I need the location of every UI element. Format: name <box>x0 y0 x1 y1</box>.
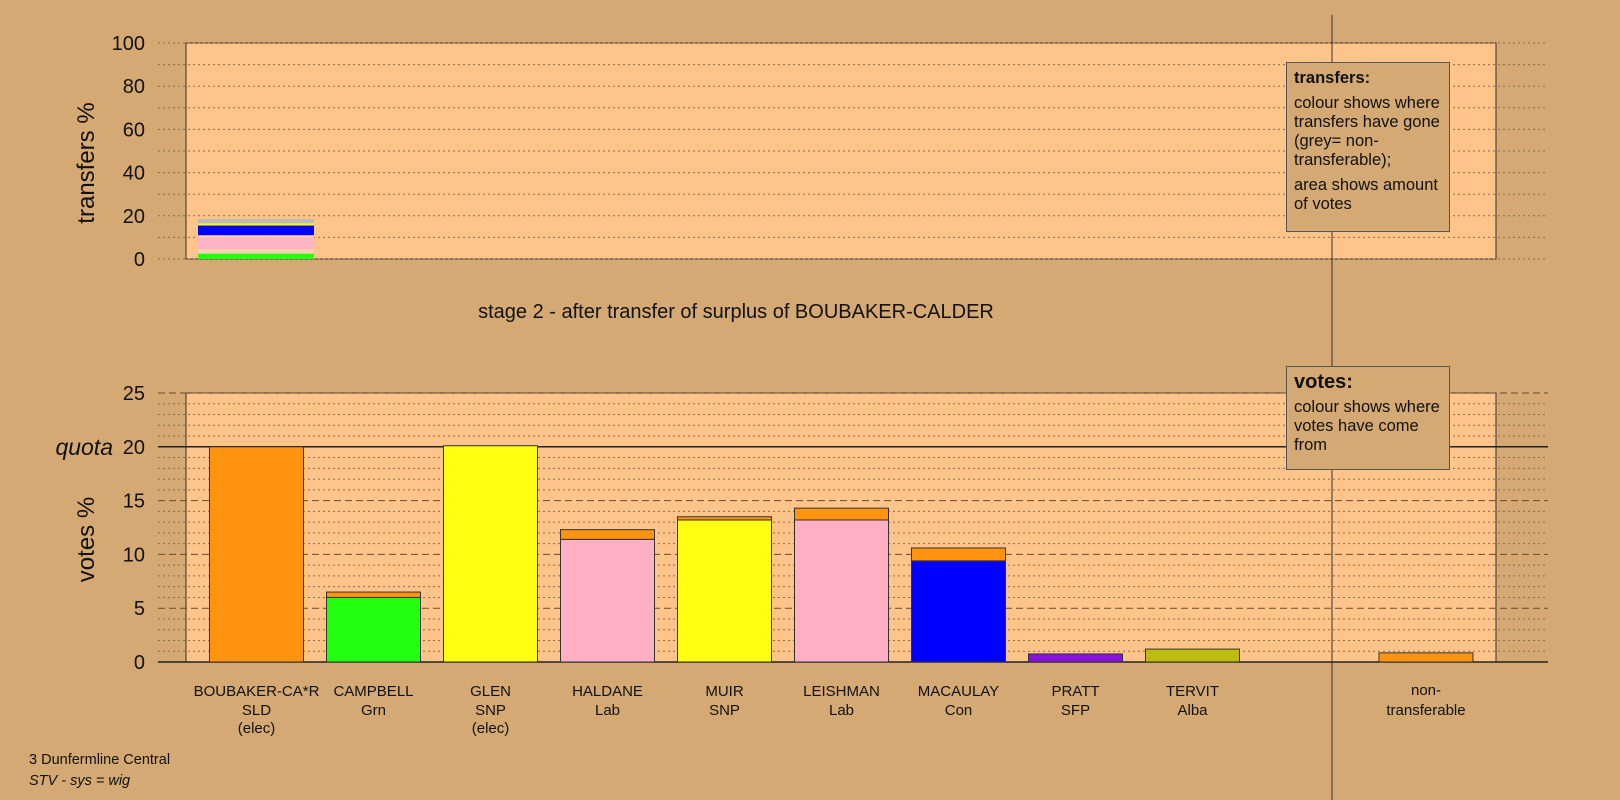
candidate-status-label: (elec) <box>238 720 276 737</box>
votes-tick-label: 15 <box>123 491 145 513</box>
vote-bar-segment <box>677 516 772 521</box>
vote-bar-segment <box>1145 648 1240 663</box>
candidate-name-label: LEISHMAN <box>803 683 880 700</box>
candidate-party-label: Lab <box>595 702 620 719</box>
candidate-party-label: Alba <box>1177 702 1208 719</box>
candidate-status-label: (elec) <box>472 720 510 737</box>
vote-bar-segment <box>911 547 1006 562</box>
transfers-tick-label: 80 <box>123 76 145 98</box>
candidate-name-label: HALDANE <box>572 683 643 700</box>
votes-tick-label: 0 <box>134 652 145 674</box>
transfers-segment <box>198 235 314 238</box>
quota-label: quota <box>55 434 113 460</box>
transfers-tick-label: 20 <box>123 206 145 228</box>
vote-bar-segment <box>326 591 421 598</box>
vote-bar-segment <box>677 519 772 663</box>
nontransferable-bar <box>1378 652 1474 663</box>
candidate-name-label: PRATT <box>1051 683 1099 700</box>
transfers-segment <box>198 225 314 236</box>
stage-title: stage 2 - after transfer of surplus of B… <box>478 301 994 323</box>
footer-constituency: 3 Dunfermline Central <box>29 752 171 768</box>
candidate-name-label: TERVIT <box>1166 683 1219 700</box>
votes-legend-title: votes: <box>1294 371 1353 393</box>
votes-tick-label: 10 <box>123 544 145 566</box>
candidate-name-label: GLEN <box>470 683 511 700</box>
footer-system: STV - sys = wig <box>29 773 131 789</box>
candidate-party-label: Lab <box>829 702 854 719</box>
vote-bar-segment <box>209 446 304 663</box>
candidate-party-label: Con <box>945 702 973 719</box>
votes-y-axis-label: votes % <box>73 497 100 582</box>
candidate-party-label: SNP <box>475 702 506 719</box>
nontransferable-label-1: non- <box>1411 682 1441 699</box>
transfers-segment <box>198 237 314 250</box>
candidate-party-label: SNP <box>709 702 740 719</box>
votes-tick-label: 20 <box>123 437 145 459</box>
transfers-tick-label: 60 <box>123 119 145 141</box>
transfers-tick-label: 0 <box>134 249 145 271</box>
vote-bar-segment <box>560 529 655 540</box>
candidate-name-label: BOUBAKER-CA*R <box>194 683 320 700</box>
transfers-tick-label: 40 <box>123 163 145 185</box>
vote-bar-segment <box>794 507 889 521</box>
vote-bar-segment <box>443 445 538 663</box>
transfers-legend-line-1: colour shows where transfers have gone (… <box>1294 94 1440 169</box>
nontransferable-label-2: transferable <box>1386 702 1465 719</box>
transfers-y-axis-label: transfers % <box>73 102 100 223</box>
candidate-name-label: MUIR <box>705 683 743 700</box>
votes-legend-line-1: colour shows where votes have come from <box>1294 398 1440 454</box>
transfers-legend-line-2: area shows amount of votes <box>1294 176 1438 213</box>
candidate-party-label: SLD <box>242 702 271 719</box>
vote-bar-segment <box>1028 653 1123 663</box>
votes-tick-label: 5 <box>134 598 145 620</box>
transfers-segment <box>198 249 314 254</box>
candidate-name-label: MACAULAY <box>918 683 999 700</box>
transfers-segment <box>198 223 314 226</box>
votes-tick-label: 25 <box>123 383 145 405</box>
transfers-legend-title: transfers: <box>1294 69 1371 87</box>
vote-bar-segment <box>911 560 1006 663</box>
candidate-name-label: CAMPBELL <box>333 683 413 700</box>
vote-bar-segment <box>560 538 655 663</box>
transfers-legend: transfers: colour shows where transfers … <box>1286 62 1450 232</box>
transfers-tick-label: 100 <box>112 33 145 55</box>
transfers-segment <box>198 219 314 224</box>
vote-bar-segment <box>326 596 421 663</box>
votes-legend: votes: colour shows where votes have com… <box>1286 366 1450 470</box>
vote-bar-segment <box>794 519 889 663</box>
candidate-party-label: SFP <box>1061 702 1090 719</box>
candidate-party-label: Grn <box>361 702 386 719</box>
transfers-segment <box>198 253 314 259</box>
